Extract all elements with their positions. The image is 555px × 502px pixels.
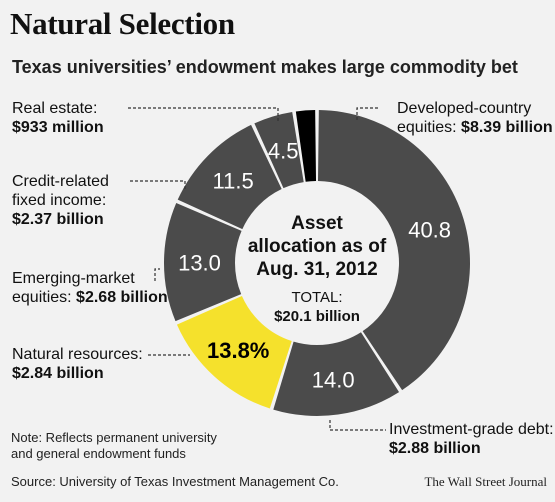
- label-natural: Natural resources: $2.84 billion: [12, 345, 143, 383]
- label-emerging: Emerging-market equities: $2.68 billion: [12, 269, 168, 307]
- label-credit-name-2: fixed income:: [12, 192, 107, 209]
- source-line: Source: University of Texas Investment M…: [11, 474, 339, 489]
- label-natural-amount: $2.84 billion: [12, 365, 104, 382]
- slice-emerging-market-equities: [163, 203, 242, 322]
- leader-emerging: [154, 268, 160, 281]
- footnote-line-2: and general endowment funds: [11, 446, 186, 461]
- slice-value-label: 4.5: [268, 138, 299, 163]
- slice-credit-related-fixed-income: [177, 124, 282, 230]
- label-emerging-name-2: equities: $2.68 billion: [12, 288, 168, 307]
- leader-investment: [329, 420, 386, 431]
- publisher-credit: The Wall Street Journal: [424, 474, 547, 489]
- label-emerging-name-2-text: equities:: [12, 289, 72, 306]
- label-developed-name-2-text: equities:: [397, 119, 457, 136]
- slice-other: [295, 110, 317, 182]
- slice-value-label: 13.8%: [207, 338, 269, 363]
- label-real-estate: Real estate: $933 million: [12, 99, 104, 137]
- leader-credit: [130, 180, 186, 190]
- center-line-3: Aug. 31, 2012: [256, 259, 377, 280]
- slice-investment-grade-debt: [273, 332, 400, 417]
- center-line-1: Asset: [291, 213, 343, 234]
- leader-developed: [356, 107, 378, 120]
- slice-value-label: 14.0: [312, 367, 355, 392]
- label-natural-name: Natural resources:: [12, 346, 143, 363]
- slice-value-label: 11.5: [213, 169, 254, 194]
- chart-subtitle: Texas universities’ endowment makes larg…: [12, 57, 518, 77]
- label-emerging-amount: $2.68 billion: [76, 289, 168, 306]
- leader-real-estate: [128, 107, 279, 122]
- center-text: Asset allocation as of Aug. 31, 2012 TOT…: [248, 213, 387, 325]
- label-credit-amount: $2.37 billion: [12, 211, 104, 228]
- label-real-estate-amount: $933 million: [12, 119, 104, 136]
- chart-title: Natural Selection: [10, 6, 235, 41]
- label-credit-name-1: Credit-related: [12, 173, 109, 190]
- footnote-line-1: Note: Reflects permanent university: [11, 430, 217, 445]
- slice-natural-resources: [176, 295, 292, 409]
- label-developed-name-1: Developed-country: [397, 100, 532, 117]
- label-credit: Credit-related fixed income: $2.37 billi…: [12, 172, 109, 229]
- label-investment-name: Investment-grade debt:: [389, 421, 554, 438]
- slice-value-label: 13.0: [178, 250, 221, 275]
- center-total-value: $20.1 billion: [274, 308, 360, 325]
- footnote: Note: Reflects permanent university and …: [11, 430, 217, 462]
- slice-developed-country-equities: [317, 110, 470, 391]
- label-developed-name-2: equities: $8.39 billion: [397, 118, 553, 137]
- label-investment-amount: $2.88 billion: [389, 440, 481, 457]
- label-real-estate-name: Real estate:: [12, 100, 98, 117]
- center-line-2: allocation as of: [248, 236, 387, 257]
- center-total-label: TOTAL:: [291, 289, 342, 306]
- label-investment: Investment-grade debt: $2.88 billion: [389, 420, 554, 458]
- label-developed: Developed-country equities: $8.39 billio…: [397, 99, 553, 137]
- slice-real-estate: [254, 112, 304, 189]
- label-emerging-name-1: Emerging-market: [12, 270, 135, 287]
- slice-value-label: 40.8: [408, 218, 451, 243]
- leader-lines: [128, 107, 386, 431]
- label-developed-amount: $8.39 billion: [461, 119, 553, 136]
